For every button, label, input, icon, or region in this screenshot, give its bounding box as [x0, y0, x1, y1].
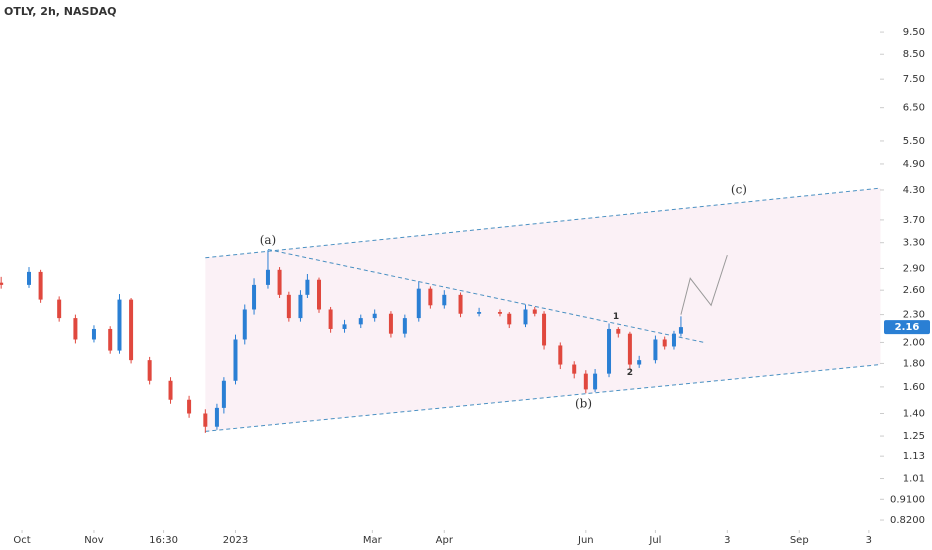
y-tick-label: 1.01	[903, 474, 925, 485]
candle-body	[252, 284, 257, 310]
candle-body	[305, 279, 310, 295]
candle-body	[265, 269, 270, 285]
price-label-box	[884, 320, 930, 335]
candle-body	[117, 299, 122, 351]
candle-body	[583, 373, 588, 390]
y-tick-label: 9.50	[903, 27, 925, 38]
candle-body	[57, 299, 62, 319]
candle-body	[147, 360, 152, 381]
candle-body	[653, 339, 658, 361]
candle-body	[317, 279, 322, 310]
chart-title: OTLY, 2h, NASDAQ	[4, 5, 116, 18]
candle-body	[678, 327, 683, 334]
x-tick-label: Apr	[436, 535, 454, 546]
candle-body	[328, 309, 333, 329]
x-tick-label: Jul	[648, 535, 661, 546]
candle-body	[428, 288, 433, 306]
y-tick-label: 6.50	[903, 103, 925, 114]
candle-body	[286, 294, 291, 319]
candle-body	[627, 333, 632, 365]
candle-body	[662, 339, 667, 347]
wave-label: (c)	[731, 182, 747, 196]
y-tick-label: 2.60	[903, 285, 925, 296]
candle-body	[416, 288, 421, 319]
y-tick-label: 1.80	[903, 358, 925, 369]
candle-body	[203, 413, 208, 427]
channel-shade	[205, 188, 881, 432]
y-tick-label: 1.40	[903, 408, 925, 419]
candle-body	[532, 309, 537, 314]
candle-body	[27, 271, 32, 285]
candle-body	[616, 328, 621, 334]
candle-body	[0, 282, 4, 285]
candle-body	[221, 380, 226, 408]
y-tick-label: 4.30	[903, 185, 925, 196]
candle-body	[91, 328, 96, 340]
candle-body	[214, 407, 219, 427]
y-tick-label: 7.50	[903, 74, 925, 85]
x-tick-label: Sep	[790, 535, 809, 546]
y-tick-label: 1.25	[903, 431, 925, 442]
y-tick-label: 1.60	[903, 382, 925, 393]
candle-body	[477, 312, 482, 314]
trend-line	[267, 248, 705, 343]
trend-line	[205, 187, 881, 259]
y-tick-label: 8.50	[903, 49, 925, 60]
price-label: 2.16	[895, 322, 920, 333]
candle-body	[168, 380, 173, 400]
y-tick-label: 2.00	[903, 337, 925, 348]
candle-body	[671, 333, 676, 347]
candle-body	[458, 294, 463, 314]
candle-body	[388, 313, 393, 334]
wave-label: 1	[613, 312, 619, 322]
candle-body	[372, 313, 377, 319]
x-tick-label: Oct	[13, 535, 30, 546]
candle-body	[637, 360, 642, 365]
candle-body	[277, 269, 282, 295]
candle-body	[73, 318, 78, 340]
x-tick-label: 2023	[223, 535, 248, 546]
wave-label: (a)	[260, 233, 277, 247]
candle-body	[129, 299, 134, 361]
candle-body	[442, 294, 447, 306]
y-tick-label: 3.30	[903, 238, 925, 249]
y-tick-label: 1.13	[903, 451, 925, 462]
candle-body	[607, 328, 612, 374]
y-tick-label: 3.70	[903, 215, 925, 226]
x-tick-label: 3	[724, 535, 730, 546]
candle-body	[523, 309, 528, 325]
candle-body	[233, 339, 238, 381]
x-tick-label: 16:30	[149, 535, 178, 546]
candle-body	[558, 345, 563, 365]
y-tick-label: 2.90	[903, 263, 925, 274]
wave-label: 2	[627, 368, 633, 378]
wave-label: (b)	[575, 396, 592, 410]
candle-body	[298, 294, 303, 319]
y-tick-label: 5.50	[903, 136, 925, 147]
y-tick-label: 4.90	[903, 159, 925, 170]
candle-body	[342, 324, 347, 329]
candle-body	[593, 373, 598, 390]
candle-body	[242, 309, 247, 340]
candle-body	[108, 328, 113, 351]
x-tick-label: Jun	[577, 535, 594, 546]
candle-body	[187, 399, 192, 414]
trend-line	[205, 364, 881, 432]
y-tick-label: 2.30	[903, 310, 925, 321]
candle-body	[38, 271, 43, 300]
projection-path	[680, 254, 728, 315]
x-tick-label: Nov	[84, 535, 104, 546]
candle-body	[497, 312, 502, 314]
candle-body	[542, 313, 547, 346]
x-tick-label: 3	[866, 535, 872, 546]
y-tick-label: 0.8200	[890, 515, 925, 526]
x-tick-label: Mar	[363, 535, 383, 546]
candle-body	[572, 364, 577, 374]
candle-body	[402, 318, 407, 334]
candle-body	[507, 313, 512, 325]
y-tick-label: 0.9100	[890, 494, 925, 505]
candle-body	[358, 318, 363, 325]
